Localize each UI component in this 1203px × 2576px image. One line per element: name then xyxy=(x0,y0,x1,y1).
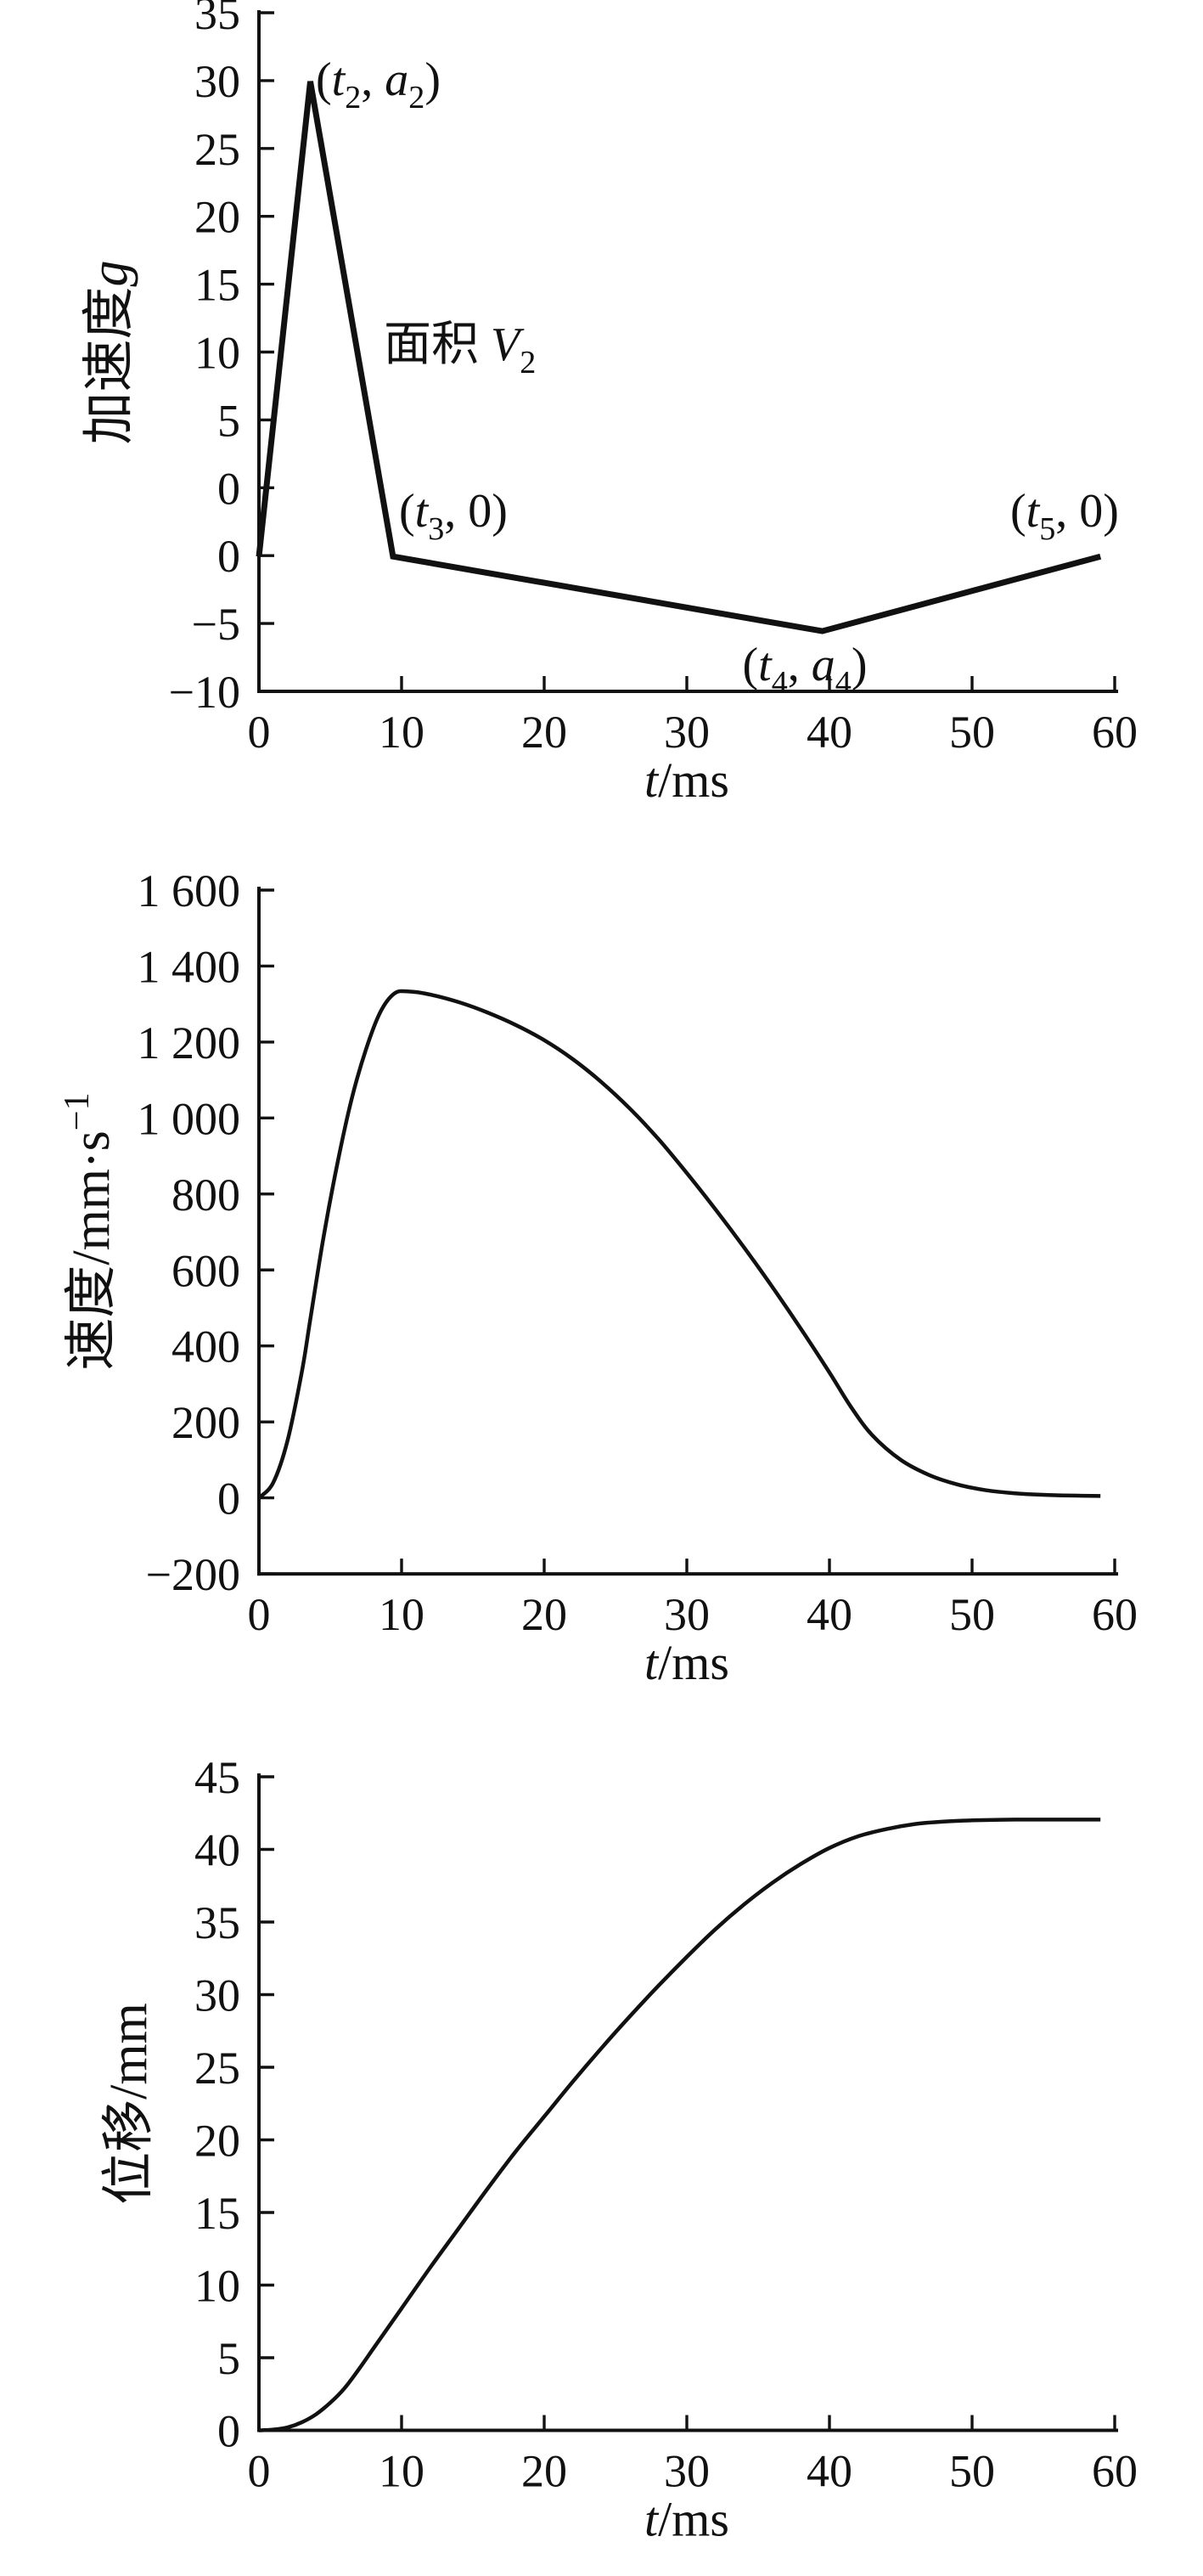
x-axis-title: t/ms xyxy=(644,753,729,808)
y-tick-label: 5 xyxy=(217,395,240,446)
area-v2-label: 面积 V2 xyxy=(384,318,536,380)
y-tick-label: 40 xyxy=(194,1825,240,1876)
x-tick-label: 40 xyxy=(807,2446,852,2497)
acceleration-pulse xyxy=(256,81,1102,634)
y-tick-label: 1 400 xyxy=(138,941,241,992)
point-label-t3-0: (t3, 0) xyxy=(399,485,508,547)
y-tick-label: 20 xyxy=(194,192,240,243)
x-tick-label: 20 xyxy=(521,707,567,758)
x-tick-label: 20 xyxy=(521,2446,567,2497)
y-tick-label: 0 xyxy=(217,2406,240,2457)
x-tick-label: 60 xyxy=(1092,707,1138,758)
y-tick-label: 15 xyxy=(194,2188,240,2239)
x-tick-label: 60 xyxy=(1092,2446,1138,2497)
point-label-t2-a2: (t2, a2) xyxy=(316,54,441,116)
x-tick-label: 50 xyxy=(949,1589,995,1640)
x-axis-title: t/ms xyxy=(644,1635,729,1690)
x-axis-title: t/ms xyxy=(644,2492,729,2547)
y-tick-label: 400 xyxy=(171,1322,240,1373)
y-tick-label: 25 xyxy=(194,124,240,175)
x-tick-label: 40 xyxy=(807,1589,852,1640)
x-tick-label: 30 xyxy=(664,2446,710,2497)
y-tick-label: 0 xyxy=(217,531,240,582)
x-tick-label: 60 xyxy=(1092,1589,1138,1640)
y-axis-title: 速度/mm·s−1 xyxy=(57,1092,121,1370)
y-tick-label: 800 xyxy=(171,1170,240,1220)
velocity-curve xyxy=(257,989,1101,1500)
y-axis-title: 位移/mm xyxy=(100,2003,158,2205)
y-tick-label: −200 xyxy=(146,1549,240,1600)
y-tick-label: 1 200 xyxy=(138,1017,241,1068)
y-tick-label: 35 xyxy=(194,0,240,39)
x-tick-label: 30 xyxy=(664,707,710,758)
x-tick-label: 0 xyxy=(248,1589,271,1640)
displacement-curve xyxy=(258,1818,1101,2432)
x-tick-label: 10 xyxy=(379,1589,424,1640)
y-tick-label: −5 xyxy=(192,599,240,650)
y-tick-label: 1 600 xyxy=(138,865,241,916)
y-tick-label: 600 xyxy=(171,1245,240,1296)
x-tick-label: 10 xyxy=(379,707,424,758)
y-tick-label: 1 000 xyxy=(138,1093,241,1144)
y-axis-title: 加速度g xyxy=(81,260,138,444)
y-tick-label: 25 xyxy=(194,2043,240,2094)
y-tick-label: 15 xyxy=(194,260,240,311)
y-tick-label: 10 xyxy=(194,328,240,379)
y-tick-label: 0 xyxy=(217,463,240,514)
point-label-t5-0: (t5, 0) xyxy=(1010,485,1119,547)
y-tick-label: 30 xyxy=(194,1970,240,2021)
x-tick-label: 10 xyxy=(379,2446,424,2497)
x-tick-label: 20 xyxy=(521,1589,567,1640)
y-tick-label: 35 xyxy=(194,1897,240,1948)
x-tick-label: 0 xyxy=(248,707,271,758)
x-tick-label: 0 xyxy=(248,2446,271,2497)
y-tick-label: 5 xyxy=(217,2333,240,2384)
x-tick-label: 50 xyxy=(949,707,995,758)
y-tick-label: 30 xyxy=(194,56,240,107)
y-tick-label: 20 xyxy=(194,2116,240,2167)
y-tick-label: 0 xyxy=(217,1474,240,1525)
x-tick-label: 50 xyxy=(949,2446,995,2497)
point-label-t4-a4: (t4, a4) xyxy=(743,639,868,701)
y-tick-label: 10 xyxy=(194,2261,240,2312)
x-tick-label: 30 xyxy=(664,1589,710,1640)
y-tick-label: −10 xyxy=(169,667,240,718)
x-tick-label: 40 xyxy=(807,707,852,758)
y-tick-label: 45 xyxy=(194,1752,240,1803)
y-tick-label: 200 xyxy=(171,1397,240,1448)
